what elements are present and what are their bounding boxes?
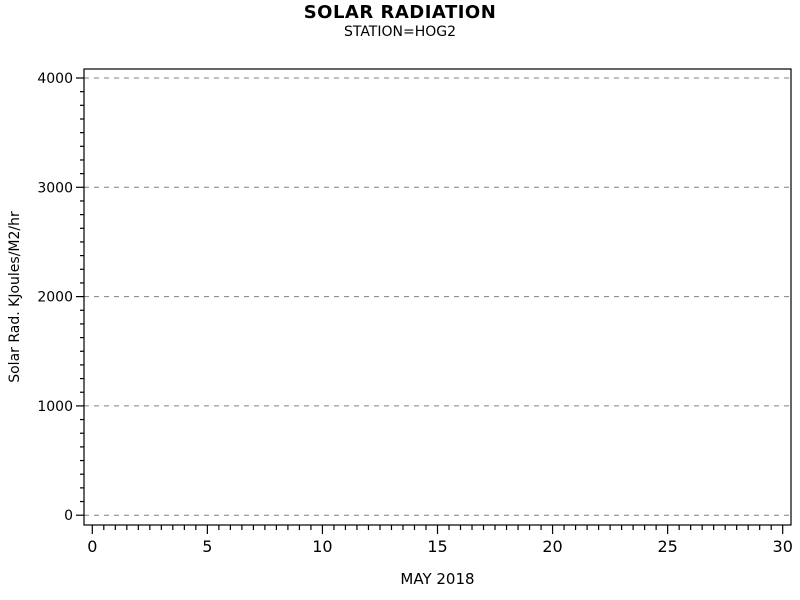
x-tick-label: 25 xyxy=(657,537,677,556)
y-tick-label: 4000 xyxy=(37,71,73,87)
x-tick-label: 15 xyxy=(427,537,447,556)
x-tick-label: 0 xyxy=(87,537,97,556)
y-tick-label: 0 xyxy=(64,508,73,524)
chart-title: SOLAR RADIATION xyxy=(303,2,497,23)
y-tick-label: 2000 xyxy=(37,290,73,306)
y-axis-label: Solar Rad. KJoules/M2/hr xyxy=(7,211,23,383)
x-tick-label: 30 xyxy=(773,537,793,556)
y-tick-label: 1000 xyxy=(37,399,73,415)
x-tick-label: 20 xyxy=(542,537,562,556)
x-axis-label: MAY 2018 xyxy=(400,570,475,588)
y-tick-label: 3000 xyxy=(37,180,73,196)
chart-subtitle: STATION=HOG2 xyxy=(343,24,457,40)
x-tick-label: 5 xyxy=(202,537,212,556)
x-tick-label: 10 xyxy=(312,537,332,556)
